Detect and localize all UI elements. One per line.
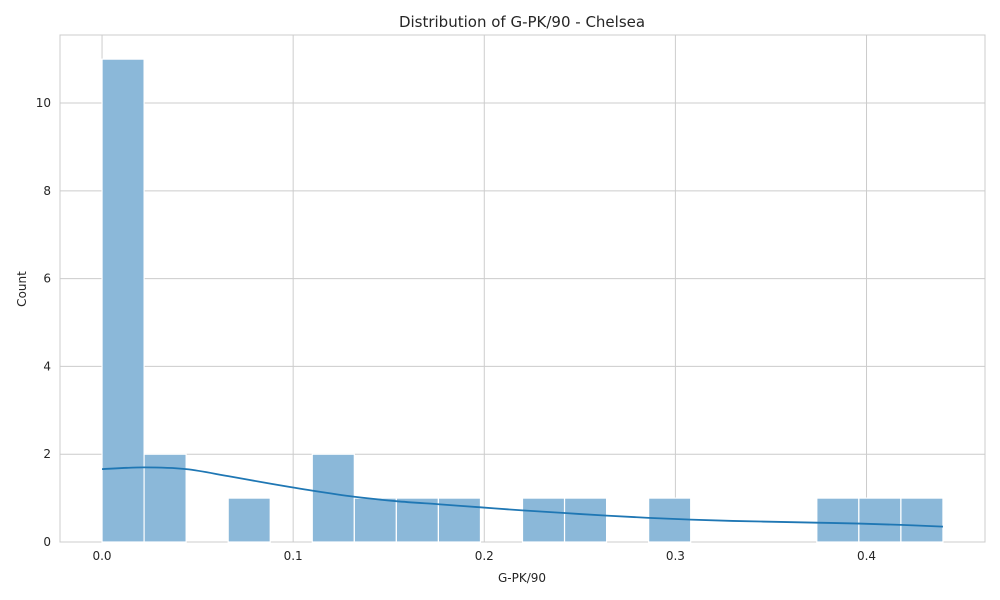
histogram-bar <box>227 497 271 543</box>
kde-curve <box>102 466 943 528</box>
y-tick-label: 0 <box>43 535 51 549</box>
x-tick-label: 0.0 <box>92 549 111 563</box>
x-tick-label: 0.2 <box>475 549 494 563</box>
histogram-bar <box>858 497 902 543</box>
histogram-bar <box>311 453 355 543</box>
y-axis-label: Count <box>15 271 29 307</box>
plot-area <box>59 34 986 543</box>
y-tick-label: 4 <box>43 359 51 373</box>
x-tick-label: 0.4 <box>857 549 876 563</box>
x-tick-label: 0.1 <box>284 549 303 563</box>
histogram-bar <box>101 58 145 543</box>
x-axis-label: G-PK/90 <box>498 571 546 585</box>
histogram-bar <box>816 497 860 543</box>
y-tick-label: 6 <box>43 272 51 286</box>
histogram-bar <box>521 497 566 543</box>
x-tick-labels: 0.0 0.1 0.2 0.3 0.4 <box>92 549 876 563</box>
y-tick-labels: 0 2 4 6 8 10 <box>36 96 51 549</box>
y-tick-label: 8 <box>43 184 51 198</box>
y-tick-label: 2 <box>43 447 51 461</box>
chart-title: Distribution of G-PK/90 - Chelsea <box>399 13 645 31</box>
histogram-bar <box>563 497 608 543</box>
histogram-bar <box>900 497 944 543</box>
histogram-bar <box>353 497 397 543</box>
y-tick-label: 10 <box>36 96 51 110</box>
histogram-bar <box>395 497 440 543</box>
x-tick-label: 0.3 <box>666 549 685 563</box>
histogram-bars <box>101 58 944 543</box>
